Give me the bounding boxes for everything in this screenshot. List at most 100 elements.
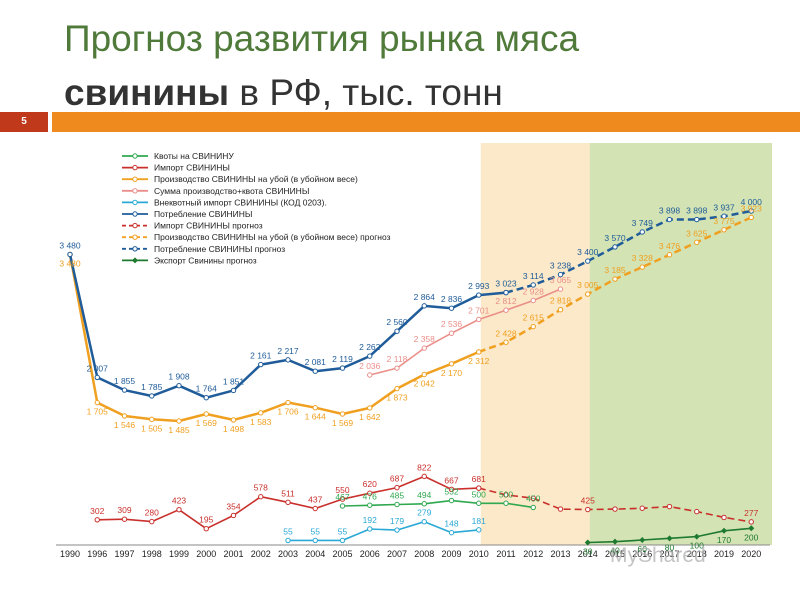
data-point — [639, 536, 646, 543]
data-label: 1 569 — [332, 418, 354, 428]
data-point — [476, 485, 482, 491]
data-point — [612, 538, 618, 545]
data-label: 620 — [363, 479, 377, 489]
data-point — [448, 486, 455, 493]
data-point — [367, 353, 373, 359]
data-point — [612, 276, 618, 282]
data-point — [258, 410, 264, 416]
data-label: 2 812 — [495, 296, 517, 306]
data-label: 2 358 — [414, 334, 436, 344]
legend-marker — [132, 199, 138, 206]
data-point — [639, 264, 645, 270]
data-point — [530, 495, 536, 501]
x-tick-label: 2010 — [469, 549, 489, 559]
data-label: 3 775 — [713, 216, 735, 226]
legend-label: Внеквотный импорт СВИНИНЫ (КОД 0203). — [154, 197, 327, 207]
data-label: 60 — [638, 544, 648, 554]
legend-marker — [132, 246, 138, 252]
data-point — [339, 411, 346, 417]
data-label: 578 — [254, 483, 268, 493]
legend-label: Потребление СВИНИНЫ прогноз — [154, 244, 285, 254]
data-label: 500 — [472, 489, 486, 499]
legend-label: Импорт СВИНИНЫ — [154, 163, 230, 173]
data-point — [612, 506, 618, 512]
data-point — [285, 537, 291, 544]
data-label: 3 480 — [59, 258, 81, 268]
title-rest: в РФ, тыс. тонн — [229, 72, 503, 113]
legend-marker — [132, 188, 138, 194]
data-label: 1 505 — [141, 423, 163, 433]
data-label: 2 170 — [441, 368, 463, 378]
data-point — [721, 227, 727, 233]
data-point — [394, 365, 400, 371]
data-label: 425 — [581, 496, 595, 506]
title-bold-word: свинины — [64, 72, 230, 113]
data-point — [285, 357, 291, 363]
data-point — [339, 496, 346, 502]
legend-label: Производство СВИНИНЫ на убой (в убойном … — [154, 232, 391, 242]
data-point — [312, 537, 318, 544]
x-tick-label: 2009 — [441, 549, 461, 559]
data-point — [312, 405, 318, 411]
data-label: 423 — [172, 496, 186, 506]
x-tick-label: 2015 — [605, 549, 625, 559]
data-point — [721, 514, 727, 521]
data-label: 2 818 — [550, 296, 572, 306]
data-point — [639, 505, 645, 511]
data-point — [476, 292, 482, 298]
data-point — [503, 307, 509, 313]
data-label: 500 — [499, 489, 513, 499]
data-point — [557, 306, 564, 313]
data-label: 667 — [444, 475, 458, 485]
data-label: 687 — [390, 474, 404, 484]
x-tick-label: 2011 — [496, 549, 515, 559]
data-point — [285, 399, 291, 406]
data-point — [448, 361, 455, 367]
x-tick-label: 2006 — [360, 549, 380, 559]
data-label: 2 836 — [441, 294, 463, 304]
legend-marker — [132, 164, 138, 171]
data-point — [176, 506, 182, 513]
data-label: 354 — [226, 501, 240, 511]
data-label: 200 — [744, 532, 758, 542]
data-point — [203, 395, 209, 401]
data-point — [557, 271, 564, 278]
legend-marker — [132, 153, 138, 159]
data-point — [530, 282, 536, 288]
data-label: 1 644 — [305, 412, 327, 422]
data-point — [448, 305, 455, 311]
legend-label: Сумма производство+квота СВИНИНЫ — [154, 186, 309, 196]
line-chart: 1990 1996 1997 1998 1999 2000 2001 2002 2003 2004… — [56, 143, 772, 559]
data-point — [421, 473, 427, 480]
series-line — [288, 520, 479, 542]
data-label: 3 625 — [686, 228, 708, 238]
data-label: 476 — [363, 491, 377, 501]
data-label: 2 701 — [468, 305, 490, 315]
data-point — [694, 239, 700, 246]
series-line — [505, 209, 752, 294]
data-point — [121, 516, 128, 522]
data-point — [367, 405, 373, 411]
watermark: MyShared — [610, 544, 706, 567]
data-point — [367, 372, 373, 378]
data-label: 2 119 — [332, 354, 353, 364]
data-point — [503, 500, 509, 506]
legend-marker — [132, 234, 138, 240]
data-point — [721, 213, 727, 219]
data-point — [367, 526, 373, 532]
data-label: 1 706 — [277, 407, 299, 417]
data-point — [503, 289, 509, 296]
data-label: 4 000 — [741, 197, 763, 207]
data-point — [230, 387, 237, 394]
data-point — [530, 323, 536, 330]
data-point — [176, 382, 182, 389]
shaded-region — [480, 143, 591, 545]
data-label: 3 749 — [632, 218, 654, 228]
data-point — [203, 526, 209, 532]
data-point — [258, 494, 264, 500]
data-point — [557, 286, 564, 292]
data-point — [421, 519, 427, 525]
data-label: 3 476 — [659, 241, 681, 251]
data-point — [394, 484, 400, 491]
data-label: 55 — [338, 526, 348, 536]
